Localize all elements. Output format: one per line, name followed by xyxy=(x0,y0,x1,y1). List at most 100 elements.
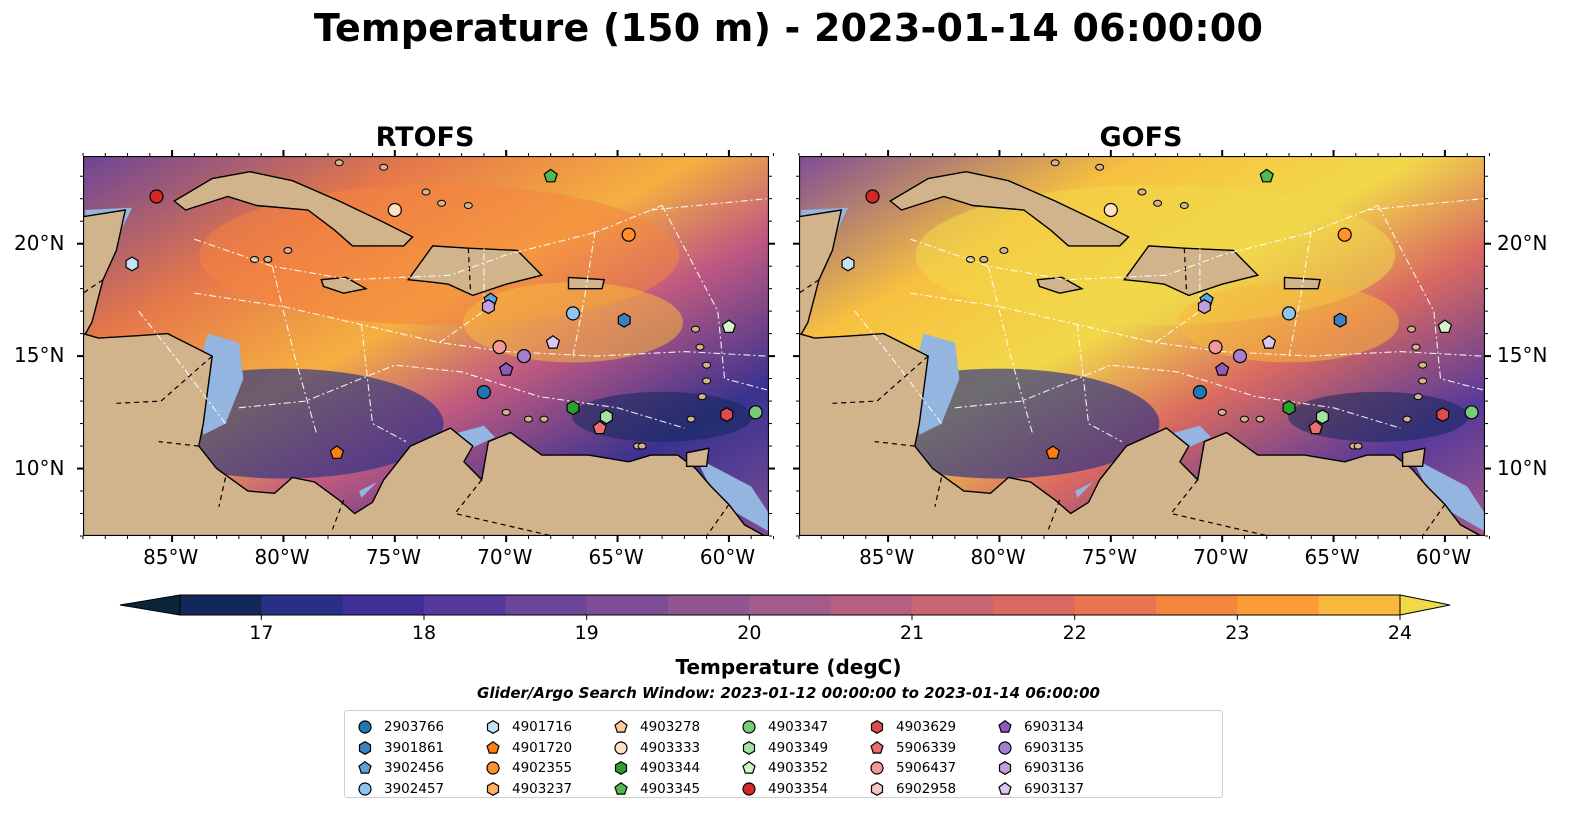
island xyxy=(697,393,707,401)
lon-tick-label: 75°W xyxy=(365,545,422,569)
legend-label: 4903278 xyxy=(640,719,701,736)
axis-ticks-rtofs xyxy=(77,150,775,542)
island xyxy=(1413,393,1423,401)
float-marker-4903629 xyxy=(720,407,734,423)
legend-item: 6903136 xyxy=(997,758,1084,779)
island xyxy=(1153,199,1163,207)
float-marker-6903136 xyxy=(481,299,495,315)
pentagon-icon xyxy=(614,781,628,795)
lat-tick-label: 15°N xyxy=(1497,343,1548,368)
rtofs-map-panel[interactable] xyxy=(83,156,769,536)
eez-boundary xyxy=(910,204,1379,281)
colorbar-tick-label: 24 xyxy=(1388,622,1412,644)
pentagon-icon xyxy=(614,720,628,733)
eez-boundary xyxy=(138,310,226,424)
lat-tick-label: 10°N xyxy=(14,455,65,480)
island xyxy=(334,159,344,167)
colorbar-min-extension xyxy=(119,594,181,616)
legend-label: 4903349 xyxy=(768,739,829,756)
colorbar-tick-label: 20 xyxy=(737,622,761,644)
legend-item: 5906339 xyxy=(869,738,956,759)
gofs-map-panel[interactable] xyxy=(799,156,1485,536)
colorbar-segment xyxy=(993,595,1076,615)
legend-item: 2903766 xyxy=(357,717,444,738)
float-marker-4903333 xyxy=(387,202,402,218)
hexagon-icon xyxy=(870,781,884,796)
circle-icon xyxy=(486,761,500,775)
island xyxy=(379,163,389,171)
hexagon-icon xyxy=(870,720,884,735)
circle-icon xyxy=(998,741,1012,755)
axis-ticks-gofs xyxy=(793,150,1491,542)
circle-icon xyxy=(358,720,372,734)
float-marker-3901861 xyxy=(617,312,631,328)
island xyxy=(686,415,696,423)
legend-label: 6903134 xyxy=(1024,719,1085,736)
colorbar-segment xyxy=(424,595,506,615)
legend-item: 4903354 xyxy=(741,779,828,800)
land-cuba xyxy=(173,170,414,247)
country-border xyxy=(1422,504,1446,536)
land-central xyxy=(799,332,1485,536)
lon-tick-label: 70°W xyxy=(477,545,533,569)
island xyxy=(523,415,533,423)
pentagon-icon xyxy=(486,740,500,754)
lon-tick-label: 85°W xyxy=(143,545,199,569)
island xyxy=(501,408,511,416)
legend-item: 4903237 xyxy=(485,779,572,800)
float-marker-4903352 xyxy=(1437,319,1453,333)
legend-item: 3902456 xyxy=(357,758,444,779)
colorbar-max-extension xyxy=(1399,594,1451,616)
country-border xyxy=(874,441,915,447)
lat-tick-label: 20°N xyxy=(1497,230,1548,255)
colorbar-tick-label: 23 xyxy=(1225,622,1249,644)
lon-tick-label: 65°W xyxy=(588,545,644,569)
float-marker-4903333 xyxy=(1103,202,1118,218)
float-marker-5906339 xyxy=(592,420,607,435)
legend-item: 4903278 xyxy=(613,717,700,738)
colorbar-segment xyxy=(1074,595,1157,615)
country-border xyxy=(832,355,929,404)
land-hispaniola xyxy=(1122,245,1260,297)
colorbar-segment xyxy=(1318,595,1401,615)
hexagon-icon xyxy=(614,761,628,776)
lon-tick-label: 85°W xyxy=(859,545,915,569)
island xyxy=(1137,188,1147,196)
lon-tick-label: 80°W xyxy=(254,545,310,569)
float-marker-4903629 xyxy=(1436,407,1450,423)
float-marker-3902457 xyxy=(1281,306,1297,321)
legend-item: 4903629 xyxy=(869,717,956,738)
island xyxy=(437,199,447,207)
eez-boundary xyxy=(987,266,1034,435)
eez-boundary xyxy=(194,204,663,281)
legend-label: 3902456 xyxy=(384,760,445,777)
pentagon-icon xyxy=(870,740,884,754)
legend-item: 4901716 xyxy=(485,717,572,738)
lon-tick-label: 80°W xyxy=(970,545,1026,569)
island xyxy=(999,246,1009,254)
eez-boundary xyxy=(1076,324,1123,443)
legend-item: 4903352 xyxy=(741,758,828,779)
search-window-text: Glider/Argo Search Window: 2023-01-12 00… xyxy=(477,684,1100,702)
float-marker-4903349 xyxy=(1315,409,1329,425)
float-marker-6903134 xyxy=(498,362,514,376)
legend-label: 5906437 xyxy=(896,760,957,777)
land-trinidad xyxy=(685,447,710,467)
float-legend: 2903766 3901861 3902456 3902457 4901716 49017… xyxy=(344,710,1223,798)
island xyxy=(1353,442,1363,450)
float-marker-6903135 xyxy=(1232,349,1248,364)
circle-icon xyxy=(614,741,628,755)
float-marker-4903345 xyxy=(1259,168,1274,183)
float-marker-2903766 xyxy=(476,384,492,400)
eez-boundary xyxy=(572,230,596,357)
float-marker-6903136 xyxy=(1197,299,1211,315)
country-border xyxy=(467,248,472,291)
pentagon-icon xyxy=(998,720,1012,733)
country-border xyxy=(799,279,820,294)
eez-boundary xyxy=(360,324,407,443)
legend-label: 4903333 xyxy=(640,739,701,756)
legend-item: 6903137 xyxy=(997,779,1084,800)
legend-label: 6903137 xyxy=(1024,780,1085,797)
float-marker-4903354 xyxy=(149,189,164,204)
land-cuba xyxy=(889,170,1130,247)
